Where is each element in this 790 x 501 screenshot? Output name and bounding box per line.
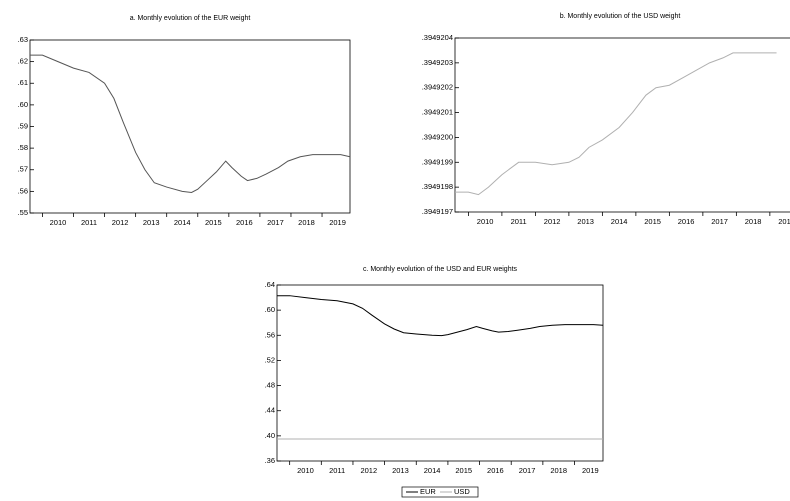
y-tick-label: .48 — [265, 381, 275, 390]
x-tick-label: 2018 — [745, 217, 762, 226]
chart-title: b. Monthly evolution of the USD weight — [560, 13, 681, 20]
y-tick-label: .3949198 — [422, 182, 453, 191]
y-tick-label: .36 — [265, 456, 275, 465]
x-tick-label: 2013 — [392, 466, 409, 475]
x-tick-label: 2014 — [424, 466, 441, 475]
y-tick-label: .56 — [265, 330, 275, 339]
y-tick-label: .3949200 — [422, 132, 453, 141]
x-tick-label: 2011 — [329, 466, 345, 475]
y-tick-label: .57 — [18, 165, 28, 174]
y-tick-label: .60 — [18, 100, 28, 109]
x-tick-label: 2016 — [487, 466, 504, 475]
x-tick-label: 2011 — [81, 218, 97, 227]
x-tick-label: 2014 — [611, 217, 628, 226]
x-tick-label: 2018 — [298, 218, 315, 227]
plot-frame — [454, 37, 790, 213]
x-tick-label: 2012 — [360, 466, 377, 475]
x-tick-label: 2017 — [711, 217, 728, 226]
x-tick-label: 2015 — [455, 466, 472, 475]
x-tick-label: 2016 — [236, 218, 253, 227]
y-tick-label: .40 — [265, 431, 275, 440]
x-tick-label: 2013 — [577, 217, 594, 226]
x-tick-label: 2010 — [50, 218, 67, 227]
x-tick-label: 2012 — [544, 217, 561, 226]
x-tick-label: 2014 — [174, 218, 191, 227]
x-tick-label: 2015 — [644, 217, 661, 226]
series-line — [30, 54, 351, 193]
legend-label: EUR — [420, 487, 436, 496]
x-tick-label: 2016 — [678, 217, 695, 226]
y-tick-label: .44 — [265, 406, 275, 415]
y-tick-label: .59 — [18, 121, 28, 130]
legend-label: USD — [454, 487, 470, 496]
chart-title: a. Monthly evolution of the EUR weight — [130, 15, 251, 22]
y-tick-label: .3949202 — [422, 83, 453, 92]
chart-title: c. Monthly evolution of the USD and EUR … — [363, 266, 518, 273]
y-tick-label: .58 — [18, 143, 28, 152]
x-tick-label: 2019 — [329, 218, 346, 227]
x-tick-label: 2015 — [205, 218, 222, 227]
x-tick-label: 2019 — [582, 466, 599, 475]
series-line — [455, 52, 777, 196]
plot-frame — [276, 284, 604, 462]
x-tick-label: 2018 — [550, 466, 567, 475]
y-tick-label: .52 — [265, 355, 275, 364]
series-line — [277, 295, 604, 337]
y-tick-label: .56 — [18, 186, 28, 195]
x-tick-label: 2017 — [519, 466, 536, 475]
y-tick-label: .3949204 — [422, 33, 453, 42]
x-tick-label: 2010 — [297, 466, 314, 475]
y-tick-label: .55 — [18, 208, 28, 217]
y-tick-label: .3949199 — [422, 157, 453, 166]
y-tick-label: .61 — [18, 78, 28, 87]
y-tick-label: .3949197 — [422, 207, 453, 216]
x-tick-label: 2013 — [143, 218, 160, 227]
x-tick-label: 2017 — [267, 218, 284, 227]
legend-box — [401, 486, 479, 498]
x-tick-label: 2010 — [477, 217, 494, 226]
y-tick-label: .64 — [265, 280, 275, 289]
y-tick-label: .62 — [18, 57, 28, 66]
y-tick-label: .60 — [265, 305, 275, 314]
y-tick-label: .63 — [18, 35, 28, 44]
x-tick-label: 2011 — [511, 217, 527, 226]
x-tick-label: 2019 — [778, 217, 790, 226]
y-tick-label: .3949203 — [422, 58, 453, 67]
x-tick-label: 2012 — [112, 218, 129, 227]
y-tick-label: .3949201 — [422, 108, 453, 117]
